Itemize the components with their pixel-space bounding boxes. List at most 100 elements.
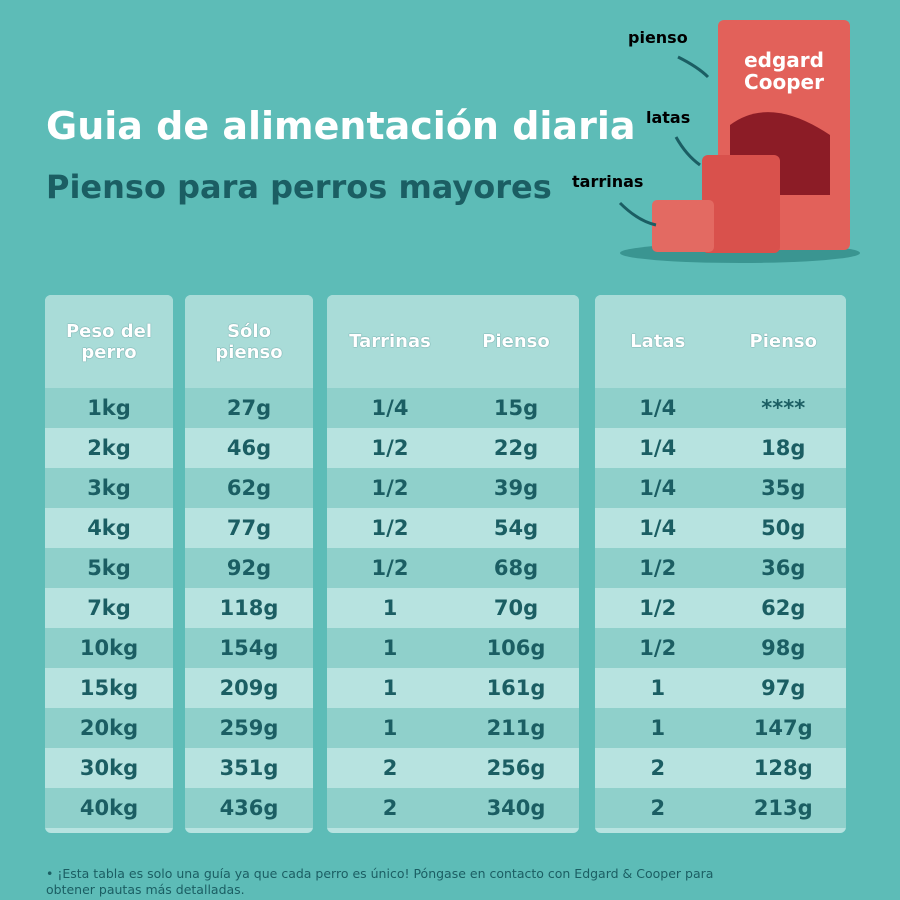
cell: 36g xyxy=(761,556,806,580)
title: Guia de alimentación diaria xyxy=(46,104,636,148)
table-row: 7kg xyxy=(45,588,173,628)
header-cell: Sólo pienso xyxy=(215,320,283,363)
product-label: pienso xyxy=(628,28,688,47)
cell: 92g xyxy=(226,556,272,580)
cell: 106g xyxy=(486,636,546,660)
cell: 128g xyxy=(753,756,813,780)
cell: 1/4 xyxy=(371,396,409,420)
table-row: 2kg xyxy=(45,428,173,468)
table-row: 1 106g xyxy=(327,628,579,668)
table-row: 2 128g xyxy=(595,748,846,788)
table-row: 2 256g xyxy=(327,748,579,788)
table-row: 77g xyxy=(185,508,313,548)
cell: 259g xyxy=(219,716,279,740)
table-row: 30kg xyxy=(45,748,173,788)
brand: edgard xyxy=(744,48,824,72)
cell: 2 xyxy=(650,756,666,780)
cell: **** xyxy=(761,396,806,420)
table-row: 436g xyxy=(185,788,313,828)
table-row: 1 161g xyxy=(327,668,579,708)
table-row: 1/4 50g xyxy=(595,508,846,548)
cell: 3kg xyxy=(87,476,131,500)
cell: 10kg xyxy=(79,636,139,660)
table-panel: Tarrinas Pienso 1/4 15g 1/2 22g 1/2 39g 1/2 54g 1/… xyxy=(327,295,579,833)
cell: 161g xyxy=(486,676,546,700)
arrow xyxy=(618,55,710,227)
table-row: 27g xyxy=(185,388,313,428)
cell: 147g xyxy=(753,716,813,740)
cell: 1/2 xyxy=(371,436,409,460)
cell: 1/4 xyxy=(639,396,677,420)
table-row: 15kg xyxy=(45,668,173,708)
cell: 98g xyxy=(761,636,806,660)
can xyxy=(702,155,780,253)
table-panel: Peso del perro 1kg 2kg 3kg 4kg 5kg 7kg 10kg 15kg… xyxy=(45,295,173,833)
subtitle: Pienso para perros mayores xyxy=(46,168,552,206)
cell: 1kg xyxy=(87,396,131,420)
cell: 1/4 xyxy=(639,516,677,540)
cell: 1/2 xyxy=(639,636,677,660)
cell: 18g xyxy=(761,436,806,460)
header-row: Sólo pienso xyxy=(185,295,313,388)
cell: 5kg xyxy=(87,556,131,580)
header-cell: Pienso xyxy=(749,331,817,352)
table-panel: Sólo pienso 27g 46g 62g 77g 92g 118g 154g 209g 25… xyxy=(185,295,313,833)
table-row: 5kg xyxy=(45,548,173,588)
cell: 351g xyxy=(219,756,279,780)
footnote: • ¡Esta tabla es solo una guía ya que ca… xyxy=(46,866,714,897)
cell: 2 xyxy=(650,796,666,820)
table-row: 1/2 98g xyxy=(595,628,846,668)
header-row: Peso del perro xyxy=(45,295,173,388)
table-row: 3kg xyxy=(45,468,173,508)
cell: 30kg xyxy=(79,756,139,780)
cell: 1 xyxy=(650,676,666,700)
cell: 1 xyxy=(382,636,398,660)
table-row: 1/2 62g xyxy=(595,588,846,628)
cell: 256g xyxy=(486,756,546,780)
cell: 1 xyxy=(382,596,398,620)
table-row: 1/2 54g xyxy=(327,508,579,548)
cell: 2 xyxy=(382,796,398,820)
cell: 22g xyxy=(493,436,539,460)
table-row: 118g xyxy=(185,588,313,628)
table-row: 1 97g xyxy=(595,668,846,708)
cell: 77g xyxy=(226,516,272,540)
product-label: latas xyxy=(646,108,690,127)
table-row: 259g xyxy=(185,708,313,748)
table-row: 1/4 15g xyxy=(327,388,579,428)
cell: 39g xyxy=(493,476,539,500)
table-row: 1 211g xyxy=(327,708,579,748)
cell: 1/2 xyxy=(639,556,677,580)
table-row: 92g xyxy=(185,548,313,588)
cell: 7kg xyxy=(87,596,131,620)
cell: 1 xyxy=(382,676,398,700)
header-cell: Latas xyxy=(630,331,686,352)
cell: 118g xyxy=(219,596,279,620)
cell: 20kg xyxy=(79,716,139,740)
cell: 211g xyxy=(486,716,546,740)
cell: 1/2 xyxy=(371,516,409,540)
table-row: 1kg xyxy=(45,388,173,428)
cell: 54g xyxy=(493,516,539,540)
table-row: 1/2 68g xyxy=(327,548,579,588)
tray xyxy=(652,200,714,252)
table-row: 209g xyxy=(185,668,313,708)
cell: 154g xyxy=(219,636,279,660)
brand: Cooper xyxy=(744,70,824,94)
table-row: 1/2 39g xyxy=(327,468,579,508)
cell: 1/2 xyxy=(371,476,409,500)
table-row: 4kg xyxy=(45,508,173,548)
table-row: 20kg xyxy=(45,708,173,748)
header-cell: Pienso xyxy=(482,331,550,352)
table-row: 1 70g xyxy=(327,588,579,628)
header-cell: Tarrinas xyxy=(349,331,431,352)
table-row: 1/2 36g xyxy=(595,548,846,588)
table-row: 1 147g xyxy=(595,708,846,748)
cell: 213g xyxy=(753,796,813,820)
cell: 209g xyxy=(219,676,279,700)
cell: 1 xyxy=(650,716,666,740)
cell: 1 xyxy=(382,716,398,740)
cell: 1/4 xyxy=(639,476,677,500)
table-row: 46g xyxy=(185,428,313,468)
